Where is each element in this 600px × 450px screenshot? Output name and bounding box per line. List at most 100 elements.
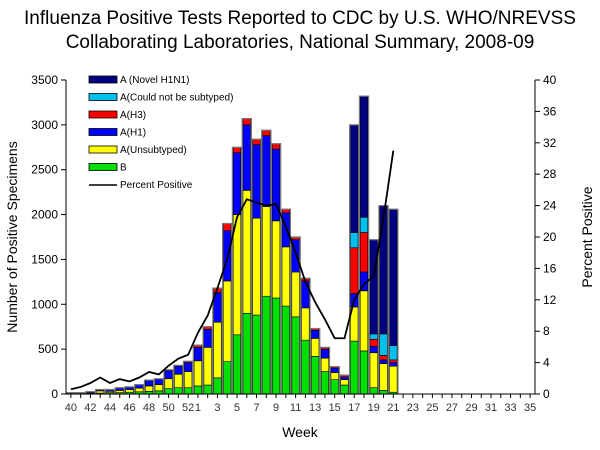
bar-segment bbox=[359, 216, 369, 233]
bar-segment bbox=[369, 333, 378, 340]
y-tick-label: 500 bbox=[38, 342, 58, 356]
bar-week-2 bbox=[202, 326, 213, 395]
bar-segment bbox=[125, 389, 134, 393]
x-tick-label: 44 bbox=[104, 402, 116, 414]
y-tick-label: 1000 bbox=[31, 297, 58, 311]
bar-segment bbox=[154, 378, 163, 385]
bar-segment bbox=[193, 347, 203, 362]
bar-week-45 bbox=[114, 387, 125, 395]
bar-segment bbox=[320, 371, 330, 395]
bar-segment bbox=[281, 212, 290, 248]
legend-label: A(H3) bbox=[120, 110, 146, 121]
bar-segment bbox=[144, 385, 154, 392]
bar-week-49 bbox=[153, 378, 165, 395]
bar-segment bbox=[203, 347, 212, 386]
bar-segment bbox=[291, 316, 300, 395]
bar-segment bbox=[252, 314, 261, 395]
bar-segment bbox=[369, 346, 378, 354]
bar-segment bbox=[389, 208, 398, 346]
bar-segment bbox=[203, 384, 212, 395]
bar-segment bbox=[301, 280, 310, 309]
x-tick-label: 1 bbox=[195, 402, 201, 414]
bar-segment bbox=[252, 144, 261, 219]
bar-week-14 bbox=[319, 346, 331, 395]
bar-segment bbox=[262, 129, 271, 136]
bar-segment bbox=[350, 247, 359, 294]
y2-tick-label: 24 bbox=[543, 199, 557, 213]
x-tick-label: 52 bbox=[182, 402, 194, 414]
percent-positive-line bbox=[70, 150, 395, 391]
x-tick-label: 33 bbox=[504, 402, 516, 414]
bar-segment bbox=[242, 190, 251, 314]
bar-segment bbox=[311, 356, 320, 395]
legend: A (Novel H1N1) A(Could not be subtyped) A(… bbox=[88, 75, 233, 191]
bar-week-1 bbox=[192, 344, 204, 395]
bar-week-12 bbox=[300, 277, 311, 395]
y2-tick-label: 4 bbox=[543, 356, 550, 370]
bar-segment bbox=[184, 387, 193, 395]
bar-segment bbox=[174, 387, 183, 395]
bar-segment bbox=[213, 321, 222, 379]
x-tick-label: 50 bbox=[162, 402, 174, 414]
legend-item: A(H3) bbox=[88, 110, 146, 121]
bar-segment bbox=[320, 348, 330, 359]
bar-segment bbox=[242, 124, 251, 191]
bar-segment bbox=[203, 329, 212, 348]
legend-swatch bbox=[88, 128, 118, 136]
bar-segment bbox=[379, 359, 388, 364]
legend-item: B bbox=[88, 163, 127, 174]
y2-tick-label: 36 bbox=[543, 104, 557, 118]
bar-segment bbox=[271, 297, 281, 395]
bar-week-44 bbox=[104, 388, 116, 395]
legend-label: A(Unsubtyped) bbox=[120, 145, 187, 156]
bar-segment bbox=[184, 362, 193, 372]
bar-segment bbox=[340, 384, 349, 395]
bar-segment bbox=[252, 217, 261, 316]
bar-segment bbox=[164, 378, 173, 389]
bar-segment bbox=[379, 355, 388, 361]
bar-segment bbox=[311, 338, 320, 357]
y2-tick-label: 28 bbox=[543, 167, 557, 181]
line-layer bbox=[70, 150, 395, 391]
y-tick-label: 3500 bbox=[31, 73, 58, 87]
bar-segment bbox=[213, 377, 222, 395]
bar-segment bbox=[252, 138, 261, 145]
bar-week-17 bbox=[349, 124, 360, 395]
bar-week-3 bbox=[212, 287, 223, 395]
x-tick-label: 31 bbox=[485, 402, 497, 414]
bar-segment bbox=[389, 345, 398, 361]
x-tick-label: 35 bbox=[524, 402, 536, 414]
legend-label: A (Novel H1N1) bbox=[120, 75, 189, 86]
bar-segment bbox=[232, 334, 242, 395]
bar-segment bbox=[330, 379, 339, 395]
x-tick-label: 27 bbox=[446, 402, 458, 414]
x-tick-label: 17 bbox=[348, 402, 360, 414]
bar-segment bbox=[96, 390, 105, 394]
bar-segment bbox=[135, 387, 144, 393]
y-tick-label: 0 bbox=[51, 387, 58, 401]
bar-segment bbox=[389, 362, 398, 367]
bar-segment bbox=[320, 357, 330, 372]
bar-segment bbox=[379, 205, 388, 335]
bar-segment bbox=[223, 361, 232, 395]
x-tick-label: 29 bbox=[465, 402, 477, 414]
bar-segment bbox=[359, 290, 369, 352]
bar-week-51 bbox=[173, 364, 184, 395]
bar-week-5 bbox=[231, 146, 243, 395]
bar-segment bbox=[359, 350, 369, 395]
legend-item: A(H1) bbox=[88, 128, 146, 139]
bar-segment bbox=[301, 307, 310, 341]
bar-segment bbox=[164, 388, 173, 395]
bar-segment bbox=[369, 239, 378, 335]
bar-segment bbox=[379, 333, 388, 356]
legend-item: A(Could not be subtyped) bbox=[88, 93, 233, 104]
bar-segment bbox=[232, 152, 242, 215]
bar-segment bbox=[359, 232, 369, 273]
bar-week-15 bbox=[329, 366, 340, 395]
legend-label: Percent Positive bbox=[120, 180, 193, 191]
bar-segment bbox=[242, 312, 251, 395]
bar-segment bbox=[369, 352, 378, 389]
y-tick-label: 1500 bbox=[31, 252, 58, 266]
bar-week-9 bbox=[270, 143, 282, 395]
